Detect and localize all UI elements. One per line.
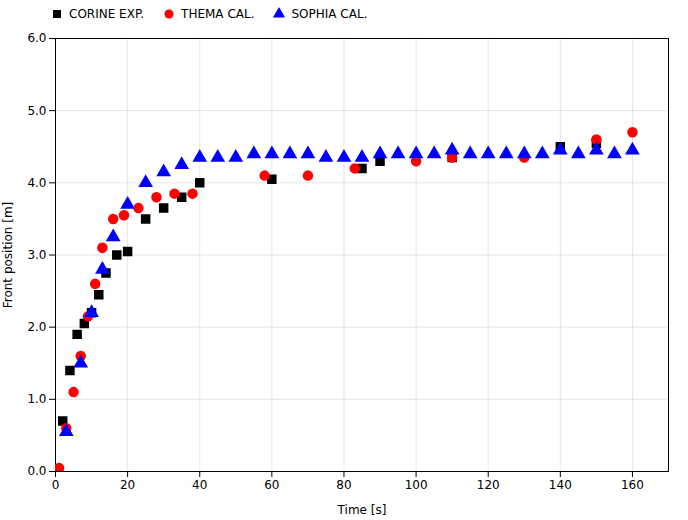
svg-text:80: 80 (336, 478, 351, 492)
svg-text:1.0: 1.0 (27, 392, 46, 406)
html-text:CORINE EXP.: CORINE EXP. (69, 7, 145, 21)
svg-text:60: 60 (264, 478, 279, 492)
svg-text:Time [s]: Time [s] (337, 503, 387, 517)
svg-text:0: 0 (52, 478, 60, 492)
svg-text:6.0: 6.0 (27, 31, 46, 45)
svg-text:5.0: 5.0 (27, 104, 46, 118)
svg-text:20: 20 (120, 478, 135, 492)
svg-text:0.0: 0.0 (27, 464, 46, 478)
svg-text:120: 120 (477, 478, 500, 492)
svg-text:140: 140 (549, 478, 572, 492)
svg-text:160: 160 (621, 478, 644, 492)
svg-text:100: 100 (405, 478, 428, 492)
html-text:THEMA CAL.: THEMA CAL. (181, 7, 255, 21)
svg-text:Front position [m]: Front position [m] (1, 202, 15, 309)
svg-text:2.0: 2.0 (27, 320, 46, 334)
svg-text:40: 40 (192, 478, 207, 492)
svg-text:3.0: 3.0 (27, 248, 46, 262)
svg-text:4.0: 4.0 (27, 176, 46, 190)
html-text:SOPHIA CAL.: SOPHIA CAL. (291, 7, 368, 21)
